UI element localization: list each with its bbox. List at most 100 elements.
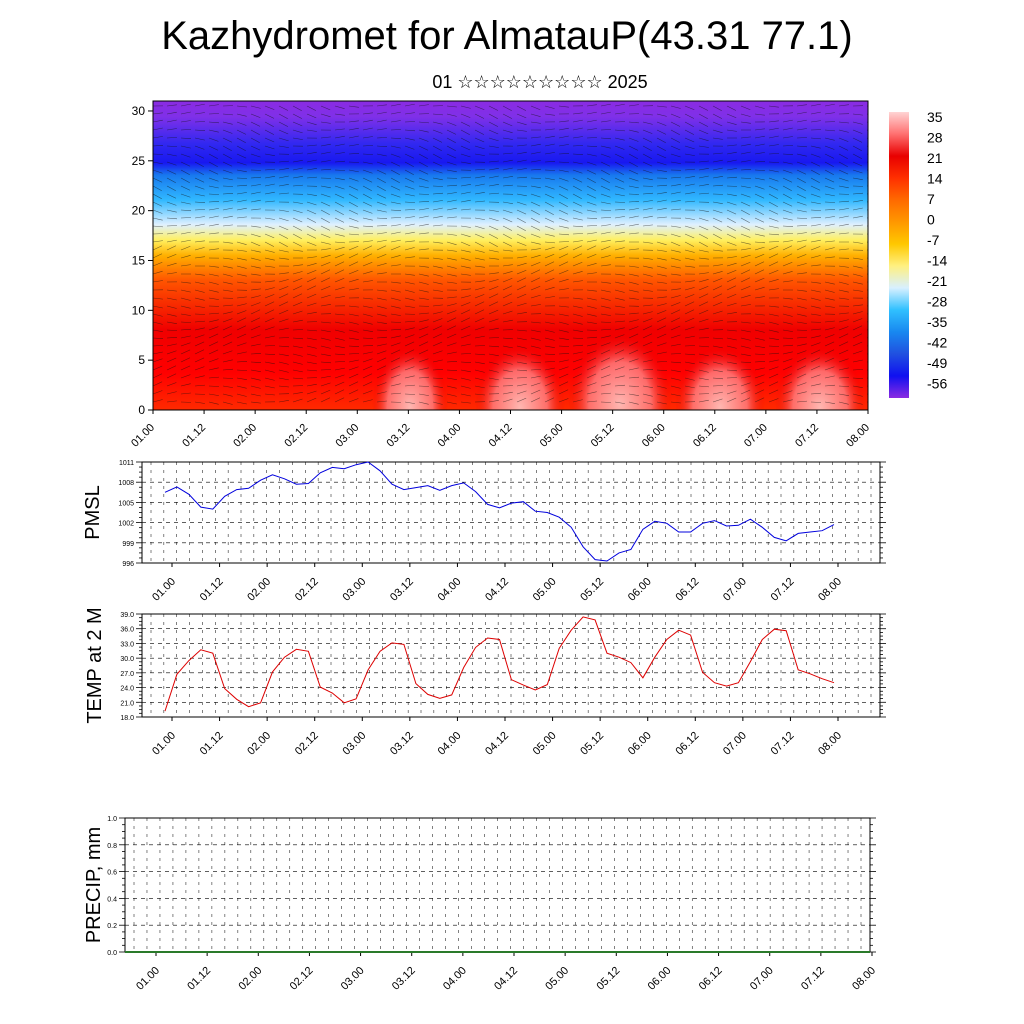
heatmap-ytick-label: 30 — [132, 104, 146, 118]
heatmap-xtick-label: 04.00 — [436, 422, 464, 450]
pmsl-xtick-label: 03.00 — [340, 576, 368, 604]
precip-xtick-label: 03.12 — [390, 965, 418, 993]
wind-barb-row — [153, 349, 868, 357]
precip-ytick-label: 0.0 — [107, 950, 117, 957]
precip-xtick-label: 01.00 — [134, 965, 162, 993]
precip-ytick-label: 0.8 — [107, 843, 117, 850]
wind-barb-row — [153, 261, 868, 269]
wind-barb-row — [153, 293, 868, 301]
warm-cell-1 — [475, 333, 565, 410]
colorbar-label: -21 — [927, 273, 947, 289]
wind-barb-row — [153, 301, 868, 309]
colorbar-label: -28 — [927, 294, 947, 310]
wind-barb-row — [153, 365, 868, 373]
wind-barb-row — [153, 309, 868, 317]
precip-panel: 0.0 0.2 0.4 0.6 0.8 1.0 01.00 01.12 02.00 02.12 03… — [83, 816, 878, 993]
pmsl-xtick-label: 01.00 — [150, 576, 178, 604]
warm-cell-2 — [568, 320, 672, 410]
pmsl-ytick-label: 996 — [122, 561, 134, 568]
precip-xtick-label: 03.00 — [339, 965, 367, 993]
pmsl-xtick-label: 04.12 — [483, 576, 511, 604]
wind-barb-row — [153, 357, 868, 365]
wind-barb-row — [153, 245, 868, 253]
heatmap-xtick-label: 02.12 — [282, 422, 310, 450]
heatmap-xtick-label: 07.12 — [793, 422, 821, 450]
temp-ytick-label: 27.0 — [120, 671, 134, 678]
pmsl-ytick-label: 1011 — [119, 460, 134, 467]
temp-xtick-label: 07.12 — [769, 730, 797, 758]
precip-xtick-label: 05.00 — [543, 965, 571, 993]
heatmap-xtick-label: 05.00 — [538, 422, 566, 450]
temp-panel: 18.0 21.0 24.0 27.0 30.0 33.0 36.0 39.0 01.00 01.… — [84, 607, 886, 758]
pmsl-ytick-label: 999 — [122, 541, 134, 548]
temp-xtick-label: 05.12 — [578, 730, 606, 758]
temp-ytick-label: 36.0 — [120, 627, 134, 634]
pmsl-xtick-label: 05.00 — [531, 576, 559, 604]
warm-cell-3 — [675, 335, 765, 410]
wind-barb-row — [153, 207, 868, 216]
colorbar-label: 7 — [927, 191, 935, 207]
precip-xtick-label: 02.12 — [288, 965, 316, 993]
temp-xtick-label: 04.00 — [436, 730, 464, 758]
pmsl-xtick-label: 02.12 — [293, 576, 321, 604]
pmsl-ylabel: PMSL — [82, 485, 104, 539]
pmsl-xtick-label: 07.00 — [721, 576, 749, 604]
precip-ytick-label: 1.0 — [107, 816, 117, 823]
chart-subtitle: 01 ☆☆☆☆☆☆☆☆☆ 2025 — [432, 72, 648, 92]
pmsl-ytick-label: 1002 — [118, 521, 134, 528]
temp-ytick-label: 39.0 — [120, 612, 134, 619]
heatmap-xtick-label: 07.00 — [742, 422, 770, 450]
precip-ylabel: PRECIP, mm — [83, 827, 105, 943]
wind-barb-row — [153, 143, 868, 152]
chart-title: Kazhydromet for AlmatauP(43.31 77.1) — [161, 14, 853, 58]
temp-ytick-label: 21.0 — [120, 700, 134, 707]
pmsl-ytick-label: 1005 — [118, 500, 134, 507]
colorbar-label: 0 — [927, 212, 935, 228]
precip-xtick-label: 01.12 — [185, 965, 213, 993]
wind-barb-row — [153, 151, 868, 160]
heatmap-xtick-label: 05.12 — [589, 422, 617, 450]
precip-xtick-label: 06.00 — [646, 965, 674, 993]
precip-xtick-label: 08.00 — [850, 965, 878, 993]
temp-xtick-label: 06.12 — [673, 730, 701, 758]
heatmap-ytick-label: 5 — [138, 353, 145, 367]
temp-ytick-label: 30.0 — [120, 656, 134, 663]
temp-xtick-label: 06.00 — [626, 730, 654, 758]
wind-barb-row — [153, 373, 868, 381]
temp-xtick-label: 07.00 — [721, 730, 749, 758]
pmsl-xtick-label: 04.00 — [436, 576, 464, 604]
colorbar — [889, 112, 909, 398]
colorbar-label: -35 — [927, 314, 947, 330]
temp-xtick-label: 01.00 — [150, 730, 178, 758]
heatmap-xtick-label: 01.12 — [180, 422, 208, 450]
temp-xtick-label: 01.12 — [198, 730, 226, 758]
heatmap-xtick-label: 04.12 — [487, 422, 515, 450]
wind-barb-row — [153, 127, 868, 136]
precip-ytick-label: 0.6 — [107, 870, 117, 877]
colorbar-label: 35 — [927, 109, 943, 125]
temp-xtick-label: 02.00 — [245, 730, 273, 758]
temp-xtick-label: 03.12 — [388, 730, 416, 758]
wind-barb-row — [153, 231, 868, 240]
precip-xtick-label: 07.00 — [748, 965, 776, 993]
wind-barbs — [153, 103, 868, 405]
colorbar-label: -14 — [927, 253, 947, 269]
heatmap-xtick-label: 06.00 — [640, 422, 668, 450]
temp-xtick-label: 02.12 — [293, 730, 321, 758]
temp-ytick-label: 24.0 — [120, 686, 134, 693]
wind-barb-row — [153, 175, 868, 183]
heatmap-xtick-label: 03.12 — [385, 422, 413, 450]
wind-barb-row — [153, 199, 868, 208]
wind-barb-row — [153, 397, 868, 405]
wind-barb-row — [153, 111, 868, 120]
precip-xtick-label: 05.12 — [594, 965, 622, 993]
heatmap-xtick-label: 01.00 — [129, 422, 157, 450]
precip-ytick-label: 0.4 — [107, 896, 117, 903]
pmsl-xtick-label: 06.00 — [626, 576, 654, 604]
heatmap-ytick-label: 10 — [132, 303, 146, 317]
heatmap-ytick-label: 0 — [138, 403, 145, 417]
precip-ytick-label: 0.2 — [107, 923, 117, 930]
pmsl-xtick-label: 01.12 — [198, 576, 226, 604]
